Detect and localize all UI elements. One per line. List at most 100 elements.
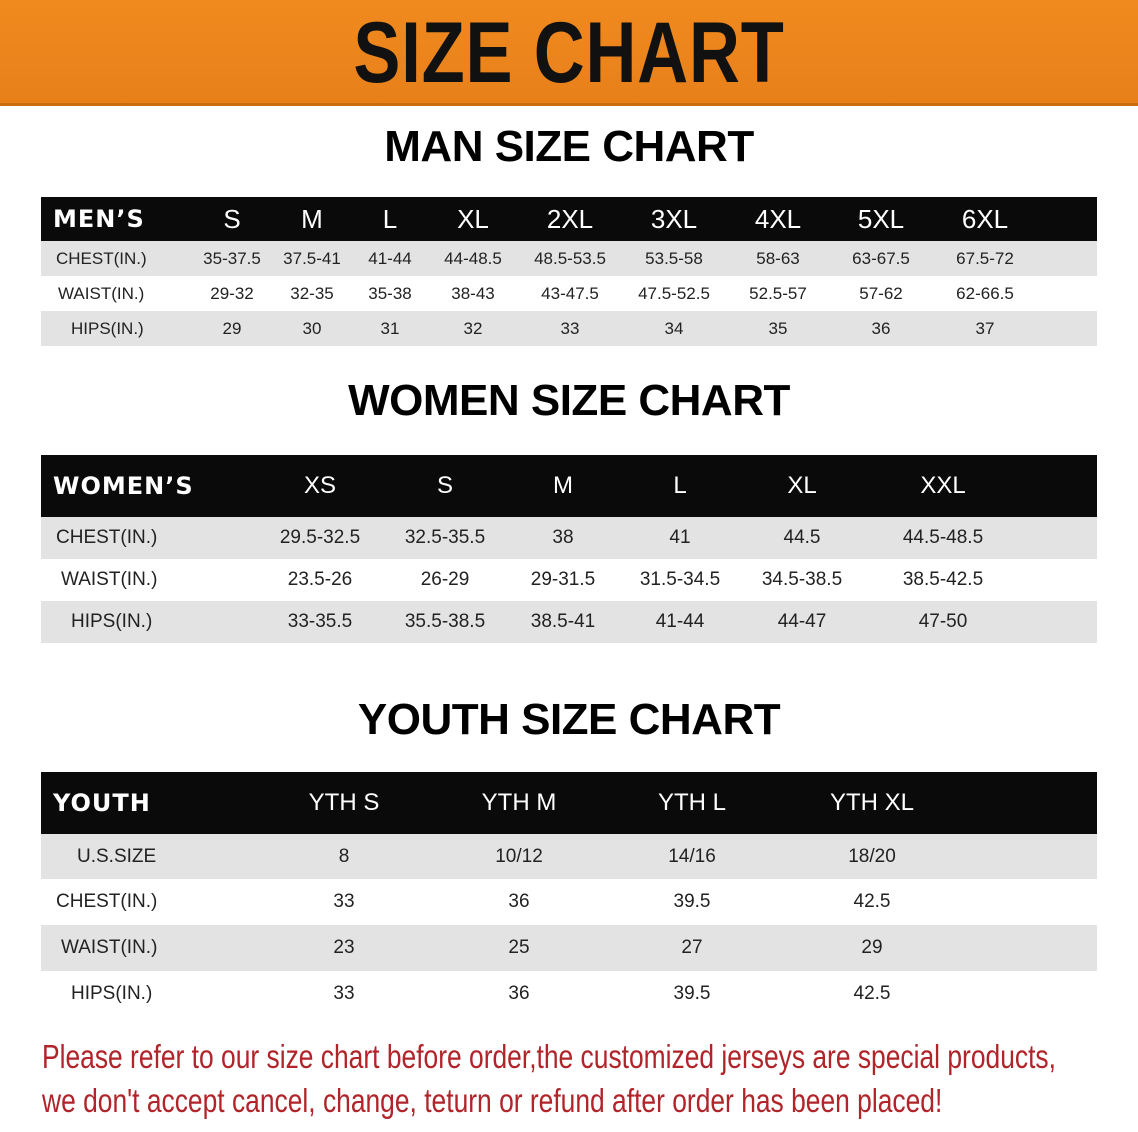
table-cell: 37 bbox=[975, 318, 995, 338]
table-cell: 18/20 bbox=[848, 845, 896, 867]
table-cell: 38.5-41 bbox=[530, 611, 596, 632]
table-cell: 42.5 bbox=[853, 891, 891, 912]
table-cell: 63-67.5 bbox=[852, 248, 910, 268]
table-cell: 48.5-53.5 bbox=[534, 248, 606, 268]
table-cell: 33 bbox=[560, 318, 580, 338]
table-cell: 29-32 bbox=[210, 283, 254, 303]
table-row: CHEST(IN.) 35-37.5 37.5-41 41-44 44-48.5 48.5… bbox=[41, 241, 1097, 276]
header-label: WOMEN’S bbox=[53, 472, 194, 500]
table-cell: 35 bbox=[768, 318, 788, 338]
table-cell: 35-37.5 bbox=[203, 248, 261, 268]
row-label: U.S.SIZE bbox=[77, 845, 157, 867]
row-label: CHEST(IN.) bbox=[56, 248, 147, 268]
table-cell: 34.5-38.5 bbox=[761, 569, 843, 590]
table-cell: 35-38 bbox=[368, 283, 412, 303]
table-cell: 52.5-57 bbox=[749, 283, 807, 303]
size-header-3xl: 3XL bbox=[650, 203, 698, 234]
table-cell: 58-63 bbox=[756, 248, 800, 268]
table-row: HIPS(IN.) 29 30 31 32 33 34 35 36 37 bbox=[41, 311, 1097, 346]
banner: SIZE CHART bbox=[0, 0, 1138, 106]
size-header-m: M bbox=[301, 203, 323, 234]
youth-section-title: YOUTH SIZE CHART bbox=[357, 695, 781, 744]
table-cell: 31.5-34.5 bbox=[639, 569, 721, 590]
table-cell: 32-35 bbox=[290, 283, 334, 303]
row-label: HIPS(IN.) bbox=[71, 982, 153, 1004]
size-header-yth-l: YTH L bbox=[657, 789, 727, 816]
table-cell: 62-66.5 bbox=[956, 283, 1014, 303]
size-header-yth-xl: YTH XL bbox=[829, 789, 915, 816]
men-size-table: MEN’S S M L XL 2XL 3XL 4XL 5XL 6XL CHEST(IN.) 35-37… bbox=[41, 197, 1097, 346]
row-label: CHEST(IN.) bbox=[56, 527, 158, 548]
table-cell: 33 bbox=[333, 982, 355, 1004]
table-cell: 32.5-35.5 bbox=[404, 527, 486, 548]
row-label: WAIST(IN.) bbox=[61, 569, 158, 590]
size-header-6xl: 6XL bbox=[961, 203, 1009, 234]
header-label: YOUTH bbox=[53, 789, 151, 817]
table-cell: 29 bbox=[861, 937, 883, 958]
table-cell: 41-44 bbox=[655, 611, 705, 632]
table-cell: 47.5-52.5 bbox=[638, 283, 710, 303]
size-header-yth-s: YTH S bbox=[308, 789, 380, 816]
table-cell: 41-44 bbox=[368, 248, 412, 268]
row-label: HIPS(IN.) bbox=[71, 318, 144, 338]
size-header-4xl: 4XL bbox=[754, 203, 802, 234]
table-header-row: YOUTH YTH S YTH M YTH L YTH XL bbox=[41, 772, 1097, 834]
table-row: CHEST(IN.) 29.5-32.5 32.5-35.5 38 41 44.5 44.5… bbox=[41, 517, 1097, 559]
header-label: MEN’S bbox=[53, 205, 145, 233]
table-cell: 35.5-38.5 bbox=[404, 611, 486, 632]
table-header-row: MEN’S S M L XL 2XL 3XL 4XL 5XL 6XL bbox=[41, 197, 1097, 241]
notice-line-1: Please refer to our size chart before or… bbox=[42, 1038, 1056, 1075]
table-cell: 23.5-26 bbox=[287, 569, 353, 590]
table-cell: 10/12 bbox=[495, 845, 543, 867]
table-row: WAIST(IN.) 23 25 27 29 bbox=[41, 925, 1097, 971]
table-cell: 36 bbox=[508, 982, 530, 1004]
size-header-5xl: 5XL bbox=[857, 203, 905, 234]
size-header-yth-m: YTH M bbox=[481, 789, 557, 816]
table-cell: 41 bbox=[669, 527, 691, 548]
table-cell: 26-29 bbox=[420, 569, 470, 590]
size-header-m: M bbox=[553, 472, 573, 499]
table-cell: 67.5-72 bbox=[956, 248, 1014, 268]
table-cell: 44-48.5 bbox=[444, 248, 502, 268]
table-cell: 57-62 bbox=[859, 283, 903, 303]
table-cell: 36 bbox=[871, 318, 891, 338]
table-cell: 36 bbox=[508, 891, 530, 912]
table-cell: 39.5 bbox=[673, 982, 711, 1004]
size-header-l: L bbox=[382, 203, 398, 234]
table-cell: 29-31.5 bbox=[530, 569, 596, 590]
table-cell: 25 bbox=[508, 937, 530, 958]
table-row: U.S.SIZE 8 10/12 14/16 18/20 bbox=[41, 834, 1097, 879]
table-cell: 29.5-32.5 bbox=[279, 527, 361, 548]
table-cell: 34 bbox=[664, 318, 684, 338]
size-header-xl: XL bbox=[787, 472, 817, 499]
table-header-row: WOMEN’S XS S M L XL XXL bbox=[41, 455, 1097, 517]
table-cell: 29 bbox=[222, 318, 242, 338]
table-row: HIPS(IN.) 33 36 39.5 42.5 bbox=[41, 971, 1097, 1016]
table-cell: 14/16 bbox=[668, 845, 716, 867]
table-cell: 47-50 bbox=[918, 611, 968, 632]
row-label: WAIST(IN.) bbox=[58, 283, 145, 303]
table-cell: 44.5 bbox=[783, 527, 821, 548]
row-label: HIPS(IN.) bbox=[71, 611, 153, 632]
row-label: CHEST(IN.) bbox=[56, 891, 158, 912]
notice-line-2: we don't accept cancel, change, teturn o… bbox=[42, 1082, 943, 1119]
table-cell: 44.5-48.5 bbox=[902, 527, 984, 548]
table-cell: 53.5-58 bbox=[645, 248, 703, 268]
size-header-xs: XS bbox=[303, 472, 337, 499]
table-cell: 38-43 bbox=[451, 283, 495, 303]
table-cell: 8 bbox=[338, 845, 350, 867]
table-cell: 30 bbox=[302, 318, 322, 338]
table-cell: 44-47 bbox=[777, 611, 827, 632]
youth-size-table: YOUTH YTH S YTH M YTH L YTH XL U.S.SIZE 8 10/12… bbox=[41, 772, 1097, 1016]
table-cell: 42.5 bbox=[853, 982, 891, 1004]
men-section-title: MAN SIZE CHART bbox=[384, 122, 754, 171]
table-cell: 27 bbox=[681, 937, 703, 958]
size-header-xxl: XXL bbox=[920, 472, 966, 499]
table-cell: 33 bbox=[333, 891, 355, 912]
table-cell: 43-47.5 bbox=[541, 283, 599, 303]
table-row: CHEST(IN.) 33 36 39.5 42.5 bbox=[41, 879, 1097, 925]
table-cell: 37.5-41 bbox=[283, 248, 341, 268]
women-size-table: WOMEN’S XS S M L XL XXL CHEST(IN.) 29.5-32.5 32.5… bbox=[41, 455, 1097, 643]
table-cell: 23 bbox=[333, 937, 355, 958]
row-label: WAIST(IN.) bbox=[61, 937, 158, 958]
